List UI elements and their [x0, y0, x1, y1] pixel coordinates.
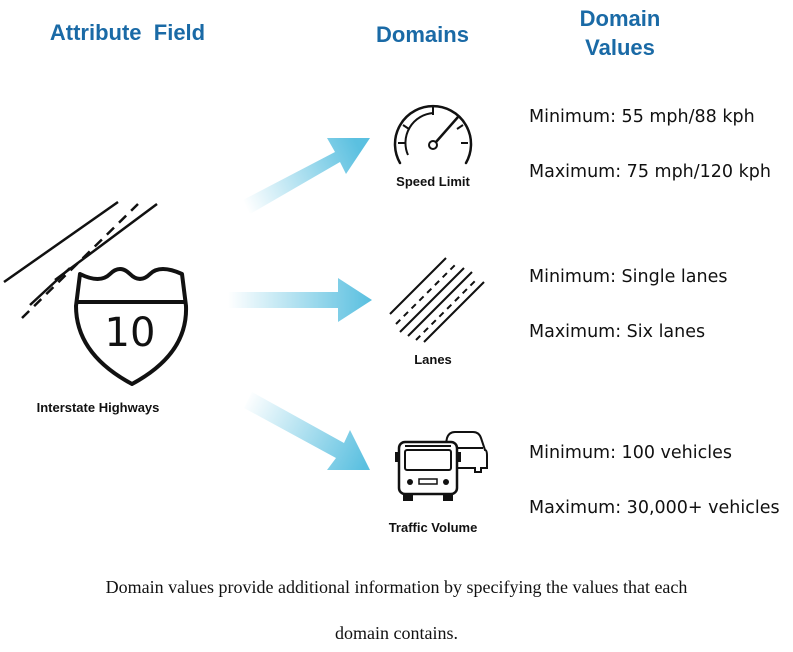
- traffic-volume-max: Maximum: 30,000+ vehicles: [529, 498, 780, 518]
- domain-values-header-line2: Values: [585, 35, 655, 60]
- speed-limit-max: Maximum: 75 mph/120 kph: [529, 162, 771, 182]
- domains-header: Domains: [376, 22, 469, 47]
- caption-line1: Domain values provide additional informa…: [105, 577, 688, 597]
- domain-label-traffic-volume: Traffic Volume: [388, 520, 478, 535]
- interstate-shield-icon: [74, 267, 189, 386]
- arrow-to-traffic-volume: [244, 392, 370, 470]
- domain-label-lanes: Lanes: [414, 352, 452, 367]
- attribute-field-header: Attribute Field: [49, 20, 206, 45]
- speed-limit-min: Minimum: 55 mph/88 kph: [529, 107, 755, 127]
- shield-number: 10: [104, 310, 156, 356]
- domain-label-speed-limit: Speed Limit: [396, 174, 470, 189]
- caption-line2: domain contains.: [335, 623, 458, 643]
- traffic-volume-min: Minimum: 100 vehicles: [529, 443, 732, 463]
- highway-road-icon: [3, 200, 158, 319]
- lanes-min: Minimum: Single lanes: [529, 267, 728, 287]
- arrow-to-lanes: [228, 278, 372, 322]
- attribute-label: Interstate Highways: [36, 400, 160, 415]
- lanes-max: Maximum: Six lanes: [529, 322, 706, 342]
- speedometer-icon: [393, 104, 473, 165]
- lanes-icon: [389, 257, 485, 343]
- domain-values-header-line1: Domain: [579, 6, 661, 31]
- vehicles-icon: [395, 431, 488, 501]
- arrow-to-speed-limit: [243, 138, 370, 214]
